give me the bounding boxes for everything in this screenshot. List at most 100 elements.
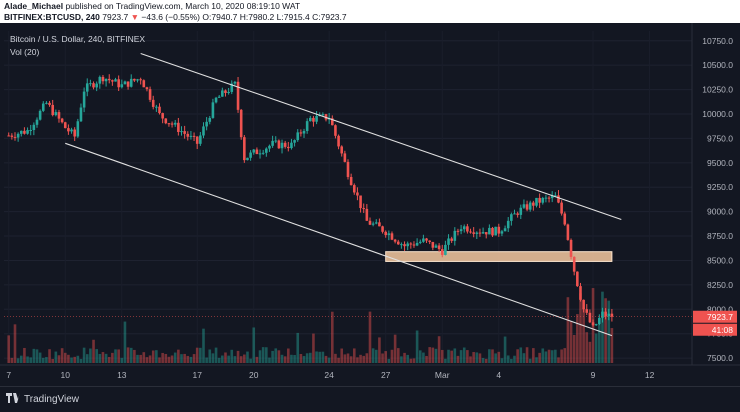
candle-body — [525, 204, 529, 210]
volume-bar — [484, 358, 488, 363]
volume-bar — [519, 347, 523, 363]
candle-body — [481, 232, 485, 234]
candle-body — [346, 161, 350, 177]
volume-bar — [249, 358, 252, 363]
volume-bar — [579, 293, 582, 363]
candles — [7, 74, 614, 327]
candle-body — [557, 195, 560, 203]
volume-bar — [265, 347, 268, 363]
candle-body — [76, 121, 80, 137]
volume-bar — [349, 356, 353, 363]
candle-body — [255, 149, 259, 155]
volume-bar — [183, 353, 186, 363]
candle-body — [462, 226, 466, 230]
candle-body — [155, 106, 158, 108]
volume-bar — [255, 356, 259, 363]
volume-bar — [133, 349, 136, 363]
candle-body — [488, 227, 491, 235]
volume-bar — [139, 354, 142, 363]
volume-bar — [161, 352, 164, 363]
volume-bar — [148, 355, 152, 363]
candle-body — [532, 202, 535, 206]
published-text: published on TradingView.com, March 10, … — [65, 1, 301, 11]
volume-bar — [406, 354, 409, 363]
support-zone-rect[interactable] — [385, 251, 613, 262]
candle-body — [491, 227, 494, 236]
author-name[interactable]: Alade_Michael — [4, 1, 64, 11]
candle-body — [538, 197, 541, 203]
candle-body — [117, 79, 120, 88]
candle-body — [541, 197, 545, 203]
volume-bar — [547, 349, 551, 363]
candle-body — [456, 230, 460, 232]
volume-bar — [462, 347, 466, 363]
candle-body — [145, 87, 149, 90]
candle-body — [554, 195, 557, 197]
channel-upper-line[interactable] — [140, 52, 622, 220]
candle-body — [236, 81, 240, 110]
volume-bar — [180, 354, 183, 363]
volume-bar — [13, 324, 17, 363]
time-axis[interactable]: 7 10 13 17 20 24 27 Mar 4 9 12 — [0, 364, 740, 380]
candle-body — [51, 104, 54, 116]
volume-bar — [126, 347, 130, 363]
candle-body — [560, 202, 563, 214]
price-axis[interactable]: 10750.0 10500.0 10250.0 10000.0 9750.0 9500.0… — [4, 23, 740, 385]
candle-body — [425, 238, 428, 241]
candle-body — [312, 117, 315, 122]
volume-bar — [362, 355, 366, 363]
candle-body — [340, 146, 344, 154]
volume-bar — [261, 347, 265, 363]
volume-bar — [151, 350, 155, 363]
tradingview-logo-icon — [6, 393, 20, 403]
candle-body — [211, 102, 215, 118]
volume-bar — [444, 358, 447, 363]
candle-body — [359, 195, 362, 209]
price-chart[interactable]: 10750.0 10500.0 10250.0 10000.0 9750.0 9500.0… — [0, 23, 740, 385]
volume-bar — [173, 352, 177, 363]
volume-bar — [563, 348, 567, 363]
candle-body — [601, 311, 604, 318]
candle-body — [588, 312, 592, 323]
volume-bar — [280, 354, 284, 363]
volume-bar — [469, 356, 472, 363]
candle-body — [356, 192, 359, 196]
candle-body — [120, 84, 124, 88]
volume-bar — [491, 349, 494, 363]
candle-body — [29, 129, 33, 131]
candle-body — [412, 244, 416, 246]
volume-bar — [390, 349, 394, 363]
candle-body — [183, 131, 186, 134]
volume-bar — [155, 350, 158, 363]
last-price-tag — [693, 310, 737, 323]
channel-lower-line[interactable] — [65, 142, 613, 337]
candle-body — [180, 131, 183, 133]
volume-bar — [327, 357, 331, 363]
candle-body — [170, 123, 174, 125]
volume-bar — [359, 354, 362, 363]
candle-body — [189, 135, 193, 137]
volume-bar — [70, 357, 73, 363]
candle-body — [591, 322, 595, 326]
volume-bar — [538, 352, 541, 363]
volume-bar — [227, 355, 230, 363]
candle-body — [450, 238, 453, 241]
price-tick-label: 10250.0 — [702, 85, 733, 95]
candle-body — [283, 142, 287, 147]
volume-bar — [403, 352, 406, 363]
time-tick-label: 7 — [6, 370, 11, 380]
candle-body — [173, 122, 177, 125]
candle-body — [569, 239, 573, 257]
candle-body — [70, 129, 73, 132]
volume-bar — [415, 330, 419, 363]
tradingview-brand[interactable]: TradingView — [6, 393, 79, 405]
symbol-interval: BITFINEX:BTCUSD, 240 — [4, 12, 100, 22]
volume-bar — [302, 356, 306, 363]
candle-body — [437, 245, 441, 250]
header-bar: Alade_Michael published on TradingView.c… — [0, 0, 740, 23]
volume-bar — [258, 350, 262, 363]
volume-bar — [598, 324, 601, 363]
candle-body — [230, 83, 234, 92]
volume-bar — [554, 349, 557, 363]
volume-bar — [541, 348, 545, 363]
